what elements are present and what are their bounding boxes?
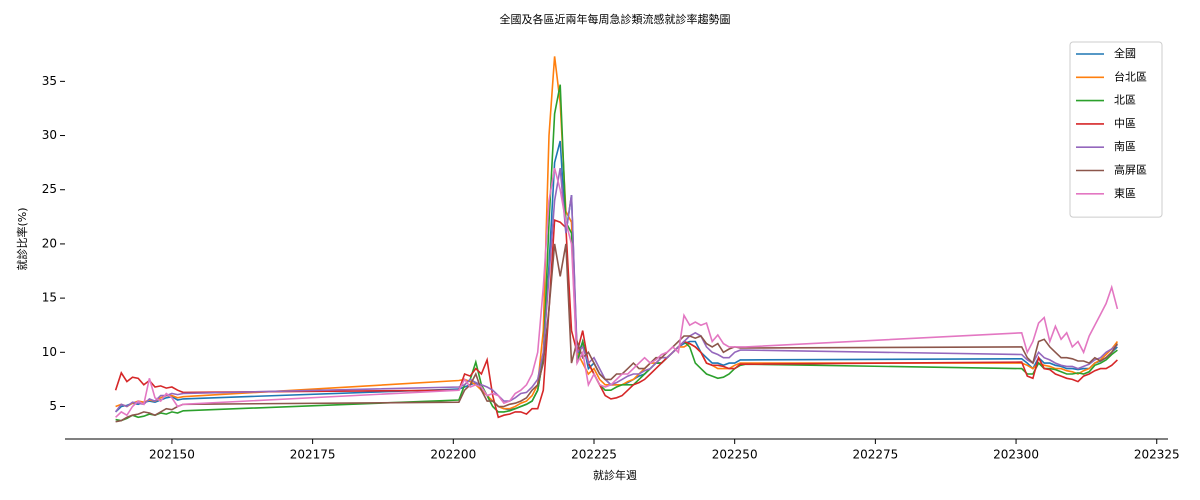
x-tick-label: 202150: [149, 448, 195, 462]
series-line: [115, 167, 1119, 418]
series-line: [115, 243, 1119, 423]
x-tick-label: 202300: [993, 448, 1039, 462]
legend-label: 南區: [1114, 140, 1136, 153]
chart-title: 全國及各區近兩年每周急診類流感就診率趨勢圖: [500, 12, 731, 26]
series-line: [114, 218, 1118, 419]
y-tick-label: 20: [42, 236, 57, 250]
x-tick-label: 202175: [290, 448, 336, 462]
x-tick-label: 202325: [1134, 448, 1180, 462]
series-line: [114, 167, 1118, 413]
legend-box: [1069, 41, 1163, 218]
series-line: [115, 140, 1118, 413]
y-tick-label: 15: [42, 291, 57, 305]
legend-label: 台北區: [1114, 69, 1147, 83]
legend-label: 中區: [1114, 117, 1136, 130]
y-tick-label: 30: [42, 128, 57, 142]
legend-label: 東區: [1114, 187, 1136, 200]
x-tick-label: 202225: [571, 448, 617, 462]
series-line: [115, 56, 1119, 410]
y-tick-label: 10: [42, 345, 57, 359]
y-tick-label: 5: [49, 399, 57, 413]
x-tick-label: 202275: [852, 448, 898, 462]
legend-label: 高屏區: [1114, 163, 1147, 177]
y-tick-label: 25: [42, 182, 57, 196]
x-tick-label: 202200: [430, 448, 476, 462]
legend-label: 全國: [1114, 46, 1136, 60]
x-axis-label: 就診年週: [593, 468, 637, 482]
legend-label: 北區: [1114, 94, 1136, 107]
series-line: [115, 84, 1118, 422]
x-tick-label: 202250: [712, 448, 758, 462]
y-axis-label: 就診比率(%): [15, 207, 29, 270]
y-tick-label: 35: [42, 74, 57, 88]
